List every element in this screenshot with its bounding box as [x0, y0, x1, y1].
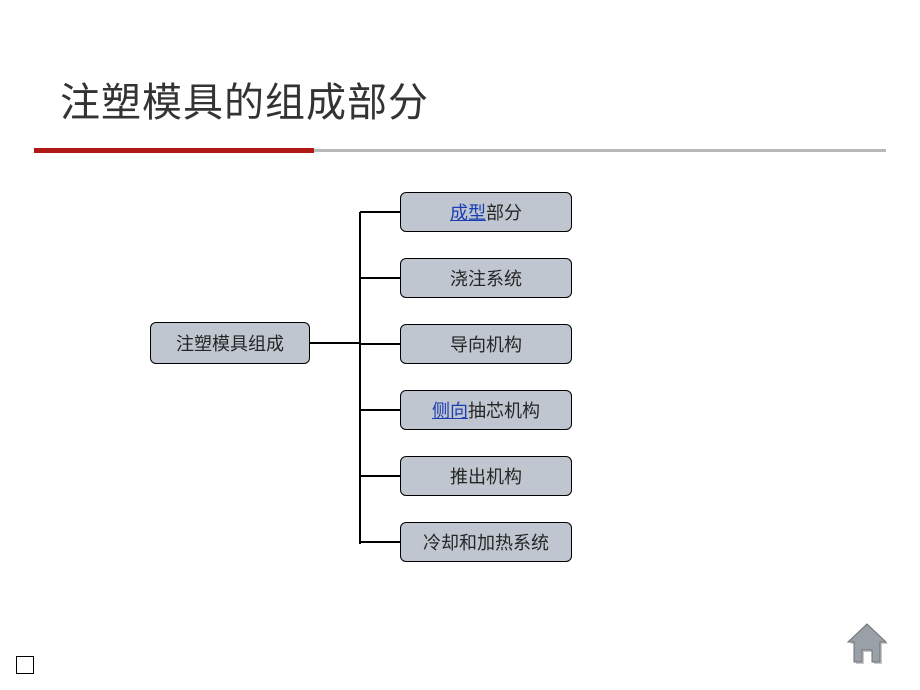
home-button[interactable] [840, 616, 894, 666]
diagram-child-node: 浇注系统 [400, 258, 572, 298]
connector-line [359, 212, 361, 544]
diagram-child-node: 冷却和加热系统 [400, 522, 572, 562]
connector-line [360, 277, 400, 279]
diagram-root-node: 注塑模具组成 [150, 322, 310, 364]
diagram-child-node: 导向机构 [400, 324, 572, 364]
diagram-child-node: 成型部分 [400, 192, 572, 232]
node-label-link[interactable]: 成型 [450, 199, 486, 225]
connector-line [310, 342, 360, 344]
rule-red-segment [34, 148, 314, 153]
connector-line [360, 409, 400, 411]
node-label-link[interactable]: 侧向 [432, 397, 468, 423]
home-icon [840, 616, 894, 666]
slide: 注塑模具的组成部分 注塑模具组成 成型部分浇注系统导向机构侧向抽芯机构推出机构冷却… [0, 0, 920, 690]
node-label: 抽芯机构 [468, 397, 540, 423]
connector-line [360, 343, 400, 345]
rule-gray-segment [314, 149, 886, 152]
connector-line [360, 211, 400, 213]
diagram-child-node: 侧向抽芯机构 [400, 390, 572, 430]
slide-marker-square [16, 656, 34, 674]
node-label: 浇注系统 [450, 265, 522, 291]
node-label: 部分 [486, 199, 522, 225]
node-label: 冷却和加热系统 [423, 529, 549, 555]
connector-line [360, 475, 400, 477]
slide-title: 注塑模具的组成部分 [60, 70, 429, 128]
node-label: 推出机构 [450, 463, 522, 489]
diagram-child-node: 推出机构 [400, 456, 572, 496]
node-label: 注塑模具组成 [176, 330, 284, 356]
connector-line [360, 541, 400, 543]
node-label: 导向机构 [450, 331, 522, 357]
